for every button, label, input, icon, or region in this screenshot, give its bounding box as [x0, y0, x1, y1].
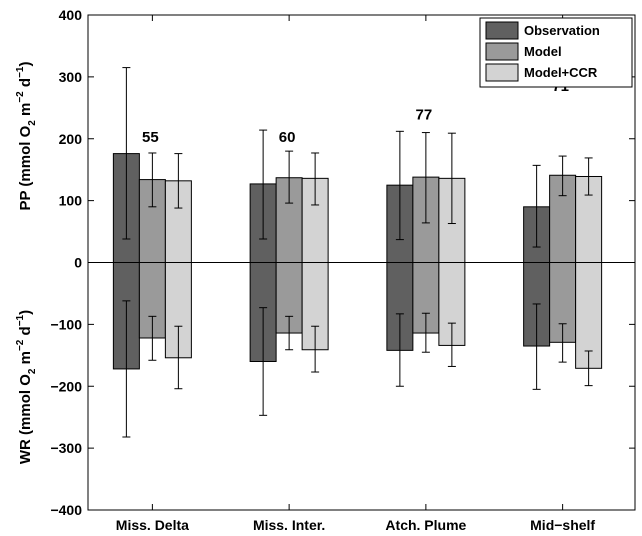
legend: Observation Model Model+CCR: [479, 17, 633, 88]
annotation-label: 60: [279, 129, 296, 146]
bars-group: [112, 153, 603, 370]
x-tick-label: Miss. Inter.: [253, 517, 325, 533]
y-tick-label: 300: [59, 69, 83, 85]
annotation-label: 55: [142, 129, 159, 146]
x-tick-label: Atch. Plume: [385, 517, 466, 533]
y-tick-label: −400: [50, 502, 82, 518]
y-tick-label: 100: [59, 193, 83, 209]
y-axis-title-text: WR (mmol O2 m−2 d−1): [15, 310, 38, 464]
y-axis-title-pp: PP (mmol O2 m−2 d−1): [15, 62, 38, 211]
x-tick-label: Miss. Delta: [116, 517, 189, 533]
legend-swatch: [485, 42, 519, 61]
legend-label: Model+CCR: [524, 65, 598, 80]
y-axis-title-wr: WR (mmol O2 m−2 d−1): [15, 310, 38, 464]
legend-label: Observation: [524, 23, 600, 38]
legend-swatch: [485, 21, 519, 40]
x-tick-label: Mid−shelf: [530, 517, 595, 533]
legend-swatch: [485, 63, 519, 82]
y-axis-ticks: −400 −300 −200 −100 0 100 200 300 400: [50, 7, 635, 518]
y-tick-label: −200: [50, 378, 82, 394]
legend-label: Model: [524, 44, 562, 59]
y-tick-label: 400: [59, 7, 83, 23]
y-tick-label: 200: [59, 131, 83, 147]
y-axis-title-text: PP (mmol O2 m−2 d−1): [15, 62, 38, 211]
annotation-label: 77: [416, 107, 433, 124]
x-axis-ticks: Miss. Delta Miss. Inter. Atch. Plume Mid−sh…: [116, 15, 595, 533]
y-tick-label: 0: [74, 255, 82, 271]
error-bars-group: [122, 67, 593, 438]
y-tick-label: −100: [50, 316, 82, 332]
annotations-group: 55607771: [142, 78, 569, 146]
y-tick-label: −300: [50, 440, 82, 456]
